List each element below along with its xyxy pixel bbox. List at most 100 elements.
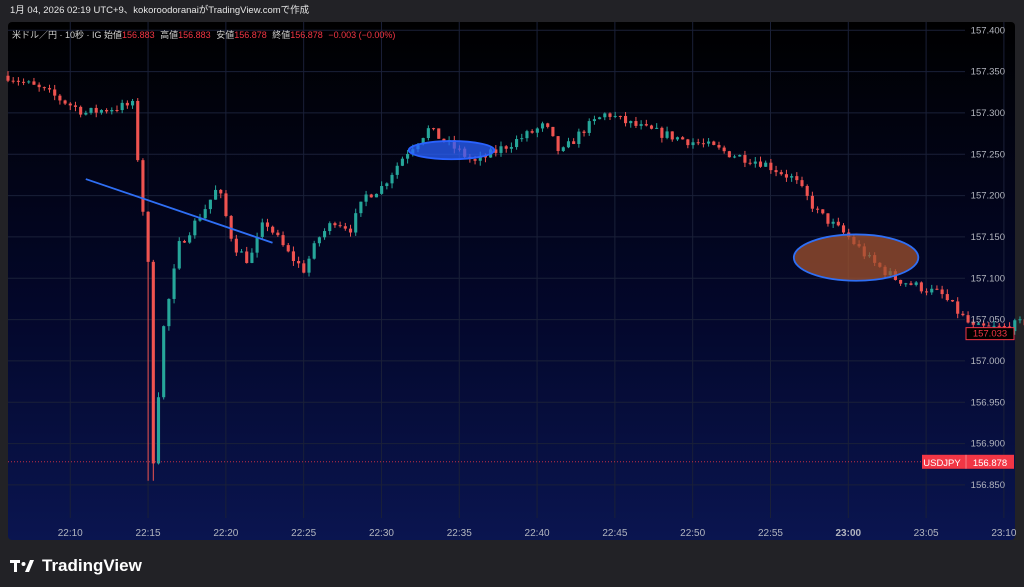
candle-body	[592, 119, 596, 122]
candle-body	[748, 162, 752, 164]
candle-body	[572, 141, 576, 144]
highlight-ellipse	[407, 140, 496, 161]
tradingview-footer[interactable]: TradingView	[10, 555, 142, 577]
legend-close-label: 終値	[272, 30, 291, 40]
candle-body	[904, 283, 908, 285]
candle-body	[400, 158, 404, 166]
candle-body	[442, 138, 446, 142]
candle-body	[774, 170, 778, 173]
x-tick-label: 22:10	[58, 528, 83, 539]
candle-body	[188, 235, 192, 243]
candle-body	[618, 115, 622, 117]
candle-body	[821, 209, 825, 214]
grid-lines	[8, 22, 1005, 518]
drawings	[8, 140, 965, 463]
candle-body	[390, 174, 394, 184]
candle-body	[515, 139, 519, 148]
candle-body	[670, 131, 674, 140]
candle-body	[992, 325, 996, 327]
y-tick-label: 157.150	[971, 232, 1005, 243]
candle-body	[831, 221, 835, 224]
candle-body	[982, 323, 986, 326]
candle-body	[307, 258, 311, 273]
candle-body	[935, 288, 939, 290]
x-tick-label: 22:30	[369, 528, 394, 539]
candle-body	[727, 151, 731, 158]
candle-body	[250, 252, 254, 263]
candle-body	[639, 124, 643, 126]
x-tick-label: 23:05	[914, 528, 939, 539]
candle-body	[634, 121, 638, 126]
candle-body	[660, 127, 664, 138]
candle-body	[224, 193, 228, 217]
x-tick-label: 22:50	[680, 528, 705, 539]
candle-body	[966, 315, 970, 323]
candle-body	[732, 156, 737, 158]
candle-body	[930, 288, 934, 293]
candle-body	[961, 313, 965, 316]
y-tick-label: 157.350	[971, 67, 1005, 78]
x-tick-label: 22:25	[291, 528, 316, 539]
candle-body	[956, 301, 960, 314]
legend-open-label: 始値	[104, 30, 123, 40]
candle-body	[675, 137, 680, 140]
x-tick-label: 22:45	[602, 528, 627, 539]
candle-body	[374, 193, 379, 198]
candle-body	[58, 95, 62, 101]
x-tick-label: 22:35	[447, 528, 472, 539]
candle-body	[37, 84, 41, 88]
candle-body	[701, 143, 705, 145]
candle-body	[1018, 319, 1022, 321]
candle-body	[598, 117, 602, 120]
y-tick-label: 156.950	[971, 397, 1005, 408]
candle-body	[997, 325, 1001, 327]
candle-body	[271, 226, 275, 233]
candle-body	[125, 102, 129, 106]
current-price-label: 156.878	[973, 458, 1007, 469]
candle-body	[162, 326, 166, 398]
candle-body	[22, 81, 26, 83]
candle-body	[338, 225, 342, 227]
x-tick-label: 23:10	[991, 528, 1016, 539]
candlestick-chart[interactable]: 157.400 157.350 157.300 157.250 157.200 157.1…	[0, 0, 1024, 540]
candle-body	[665, 131, 669, 138]
x-tick-label: 22:20	[213, 528, 238, 539]
candle-body	[499, 146, 503, 153]
candle-body	[47, 88, 52, 90]
y-tick-label: 157.250	[971, 149, 1005, 160]
candle-body	[826, 213, 830, 224]
candle-body	[219, 189, 223, 194]
candle-body	[297, 260, 301, 264]
candle-body	[945, 294, 949, 301]
candle-body	[42, 87, 46, 89]
top-caption-bar: 1月 04, 2026 02:19 UTC+9、kokoroodoranaiがT…	[0, 0, 1024, 22]
y-tick-label: 156.900	[971, 439, 1005, 450]
candle-body	[696, 142, 700, 144]
candle-body	[255, 236, 259, 253]
candle-body	[286, 245, 290, 252]
trendline	[85, 178, 273, 244]
candle-body	[151, 261, 155, 464]
last-price-tag	[965, 327, 1015, 341]
candle-body	[172, 268, 176, 299]
candle-body	[971, 322, 975, 325]
legend-symbol: 米ドル／円 · 10秒 · IG	[12, 30, 102, 40]
candle-body	[686, 139, 690, 146]
candle-body	[354, 213, 358, 233]
candle-body	[784, 174, 788, 178]
candle-body	[146, 211, 150, 262]
candle-body	[395, 165, 399, 175]
candle-body	[836, 221, 840, 226]
y-tick-label: 157.300	[971, 108, 1005, 119]
candle-body	[753, 161, 757, 164]
candle-body	[810, 195, 814, 209]
candle-body	[769, 162, 773, 171]
candle-body	[509, 147, 513, 149]
candle-body	[483, 155, 487, 158]
candle-body	[624, 115, 628, 124]
candle-body	[27, 81, 31, 83]
candle-body	[681, 137, 685, 140]
x-tick-label: 22:55	[758, 528, 783, 539]
candle-body	[914, 282, 918, 285]
legend-open-value: 156.883	[122, 30, 155, 40]
